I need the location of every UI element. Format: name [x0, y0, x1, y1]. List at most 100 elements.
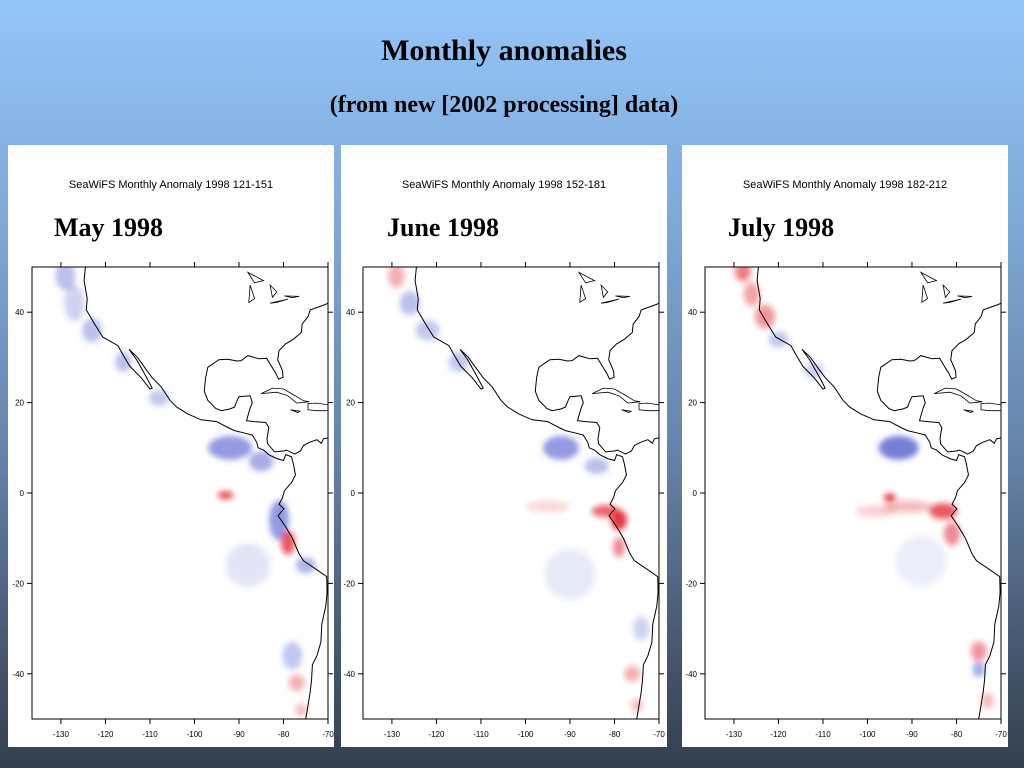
negative-anomaly-patch [633, 616, 650, 641]
negative-anomaly-patch [225, 543, 270, 588]
latitude-tick-label: 40 [15, 308, 24, 317]
anomaly-map: -130 -120 -110 -100 -90 -80 -70 40 20 0 -20 -40 [685, 262, 1007, 739]
map-area [734, 267, 1001, 719]
longitude-tick-label: -100 [859, 730, 876, 739]
negative-anomaly-patch [543, 435, 580, 460]
positive-anomaly-patch [856, 505, 897, 518]
coastline-island [957, 295, 973, 299]
latitude-tick-label: -20 [343, 579, 355, 588]
longitude-tick-label: -120 [97, 730, 114, 739]
longitude-tick-label: -80 [278, 730, 290, 739]
latitude-tick-label: -20 [685, 579, 697, 588]
latitude-tick-label: -40 [343, 670, 355, 679]
coastline-island [269, 283, 278, 299]
coastline-island [248, 284, 256, 304]
latitude-tick-label: 40 [346, 308, 355, 317]
latitude-tick-label: 0 [693, 489, 698, 498]
coastline-island [290, 409, 302, 413]
coastline-island [600, 283, 609, 299]
coastline-island [943, 298, 962, 304]
positive-anomaly-patch [970, 641, 987, 662]
panel-month-label: May 1998 [54, 213, 164, 242]
longitude-tick-label: -110 [473, 730, 489, 739]
negative-anomaly-patch [399, 291, 420, 316]
positive-anomaly-patch [280, 530, 295, 555]
slide-title: Monthly anomalies [381, 34, 627, 67]
positive-anomaly-patch [612, 537, 625, 558]
anomaly-field [388, 267, 650, 712]
latitude-tick-label: 20 [15, 399, 24, 408]
longitude-tick-label: -100 [186, 730, 203, 739]
coastline-island [942, 283, 951, 299]
coastline-pacific [83, 267, 328, 719]
positive-anomaly-patch [743, 282, 760, 307]
positive-anomaly-patch [883, 493, 896, 502]
panel-header: SeaWiFS Monthly Anomaly 1998 121-151 [68, 179, 274, 191]
latitude-tick-label: -40 [685, 670, 697, 679]
anomaly-map: -130 -120 -110 -100 -90 -80 -70 40 20 0 -20 -40 [343, 262, 665, 739]
coastline-island [577, 271, 596, 284]
panel-header: SeaWiFS Monthly Anomaly 1998 182-212 [742, 179, 948, 191]
longitude-tick-label: -120 [428, 730, 445, 739]
positive-anomaly-patch [288, 674, 305, 691]
coastline-pacific [756, 267, 1001, 719]
coastline-island [592, 387, 641, 404]
coastline-atlantic [876, 302, 1001, 455]
latitude-tick-label: 0 [351, 489, 356, 498]
negative-anomaly-patch [249, 451, 274, 472]
negative-anomaly-patch [269, 500, 290, 541]
positive-anomaly-patch [755, 304, 776, 329]
negative-anomaly-patch [544, 549, 595, 600]
coastline-island [934, 387, 983, 404]
coastline-island [615, 295, 631, 299]
coastline-atlantic [203, 302, 328, 455]
coastline-island [601, 298, 620, 304]
negative-anomaly-patch [55, 267, 76, 291]
longitude-tick-label: -70 [653, 730, 665, 739]
positive-anomaly-patch [525, 500, 570, 513]
longitude-tick-label: -120 [770, 730, 787, 739]
longitude-tick-label: -110 [815, 730, 831, 739]
coastline-pacific [414, 267, 659, 719]
positive-anomaly-patch [981, 692, 994, 709]
positive-anomaly-patch [610, 510, 627, 531]
negative-anomaly-patch [148, 390, 169, 407]
negative-anomaly-patch [115, 351, 132, 372]
coastline-island [963, 409, 975, 413]
longitude-tick-label: -130 [384, 730, 401, 739]
map-panel-july: SeaWiFS Monthly Anomaly 1998 182-212 Jul… [682, 145, 1008, 747]
positive-anomaly-patch [929, 503, 958, 520]
longitude-tick-label: -90 [233, 730, 245, 739]
negative-anomaly-patch [64, 285, 85, 322]
negative-anomaly-patch [295, 557, 316, 574]
map-panel-june: SeaWiFS Monthly Anomaly 1998 152-181 Jun… [341, 145, 667, 747]
negative-anomaly-patch [804, 362, 825, 379]
coastline-island [307, 402, 328, 412]
coastline-island [579, 284, 587, 304]
coastline-island [270, 298, 289, 304]
map-panel-may: SeaWiFS Monthly Anomaly 1998 121-151 May… [8, 145, 334, 747]
coastline-island [621, 409, 633, 413]
panel-month-label: July 1998 [728, 213, 835, 242]
negative-anomaly-patch [768, 331, 789, 348]
longitude-tick-label: -130 [726, 730, 743, 739]
coastline-atlantic [534, 302, 659, 455]
panel-month-label: June 1998 [387, 213, 499, 242]
latitude-tick-label: 0 [20, 489, 25, 498]
negative-anomaly-patch [895, 535, 946, 586]
anomaly-map: -130 -120 -110 -100 -90 -80 -70 40 20 0 -20 -40 [12, 262, 334, 739]
longitude-tick-label: -70 [995, 730, 1007, 739]
longitude-tick-label: -130 [53, 730, 70, 739]
positive-anomaly-patch [388, 267, 405, 289]
latitude-tick-label: 20 [346, 399, 355, 408]
positive-anomaly-patch [295, 703, 308, 716]
negative-anomaly-patch [584, 457, 609, 474]
negative-anomaly-patch [282, 641, 303, 670]
longitude-tick-label: -110 [142, 730, 158, 739]
panel-header: SeaWiFS Monthly Anomaly 1998 152-181 [401, 179, 607, 191]
longitude-tick-label: -80 [609, 730, 621, 739]
latitude-tick-label: -20 [12, 579, 24, 588]
coastline-island [261, 387, 310, 404]
coastline-island [980, 402, 1001, 412]
coastline-island [919, 271, 938, 284]
